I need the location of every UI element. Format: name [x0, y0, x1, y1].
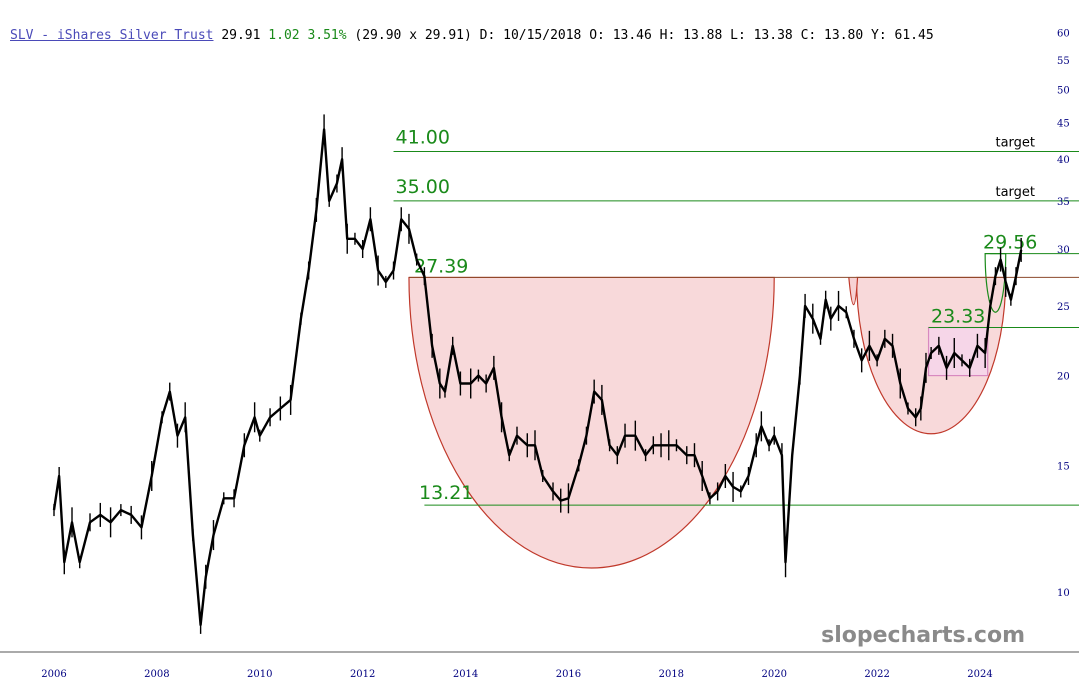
- y-axis: 60 55 50 45 40 35 30 25 20 15 10: [1057, 29, 1070, 599]
- x-tick-label: 2006: [41, 669, 66, 680]
- x-tick-label: 2020: [761, 669, 786, 680]
- y-tick-label: 25: [1057, 302, 1070, 313]
- x-tick-label: 2022: [864, 669, 889, 680]
- x-tick-label: 2016: [556, 669, 581, 680]
- level-label: 41.00: [396, 126, 450, 148]
- bid-ask: (29.90 x 29.91): [354, 28, 472, 43]
- target-label: target: [995, 185, 1035, 200]
- y-tick-label: 15: [1057, 461, 1070, 472]
- pattern-cup: [408, 276, 775, 568]
- y-tick-label: 30: [1057, 245, 1070, 256]
- price-change-pct: 3.51%: [307, 28, 347, 43]
- watermark: slopecharts.com: [821, 623, 1025, 648]
- symbol-link[interactable]: SLV - iShares Silver Trust: [10, 28, 214, 43]
- price-series-layer: [52, 114, 1023, 634]
- y-tick-label: 45: [1057, 118, 1070, 129]
- chart-header: SLV - iShares Silver Trust 29.91 1.02 3.…: [10, 28, 934, 43]
- y-tick-label: 50: [1057, 86, 1070, 97]
- y-tick-label: 60: [1057, 29, 1070, 40]
- y-tick-label: 10: [1057, 588, 1070, 599]
- level-label: 29.56: [983, 232, 1037, 254]
- pattern-bridge: [848, 277, 859, 305]
- y-tick-label: 35: [1057, 197, 1070, 208]
- y-tick-label: 20: [1057, 372, 1070, 383]
- level-label: 23.33: [931, 306, 985, 328]
- pattern-box: [927, 326, 989, 377]
- y-tick-label: 55: [1057, 56, 1070, 67]
- x-tick-label: 2008: [144, 669, 169, 680]
- x-tick-label: 2010: [247, 669, 272, 680]
- ohlc-high: H: 13.88: [659, 28, 723, 43]
- level-label: 27.39: [414, 255, 468, 277]
- ohlc-date: D: 10/15/2018: [479, 28, 582, 43]
- price-change: 1.02: [268, 28, 300, 43]
- x-tick-label: 2018: [659, 669, 684, 680]
- level-label: 35.00: [396, 176, 450, 198]
- x-tick-label: 2014: [453, 669, 478, 680]
- target-label: target: [995, 135, 1035, 150]
- ohlc-close: C: 13.80: [800, 28, 864, 43]
- x-axis: 2006 2008 2010 2012 2014 2016 2018 2020 2022 2024: [41, 669, 992, 680]
- level-label: 13.21: [419, 482, 473, 504]
- ohlc-low: L: 13.38: [730, 28, 793, 43]
- x-tick-label: 2024: [967, 669, 992, 680]
- ohlc-y: Y: 61.45: [871, 28, 934, 43]
- last-price: 29.91: [221, 28, 261, 43]
- x-tick-label: 2012: [350, 669, 375, 680]
- y-tick-label: 40: [1057, 155, 1070, 166]
- ohlc-open: O: 13.46: [589, 28, 652, 43]
- level-lines-layer: 41.00 target 35.00 target 29.56 27.39 23.33 13.…: [393, 126, 1079, 506]
